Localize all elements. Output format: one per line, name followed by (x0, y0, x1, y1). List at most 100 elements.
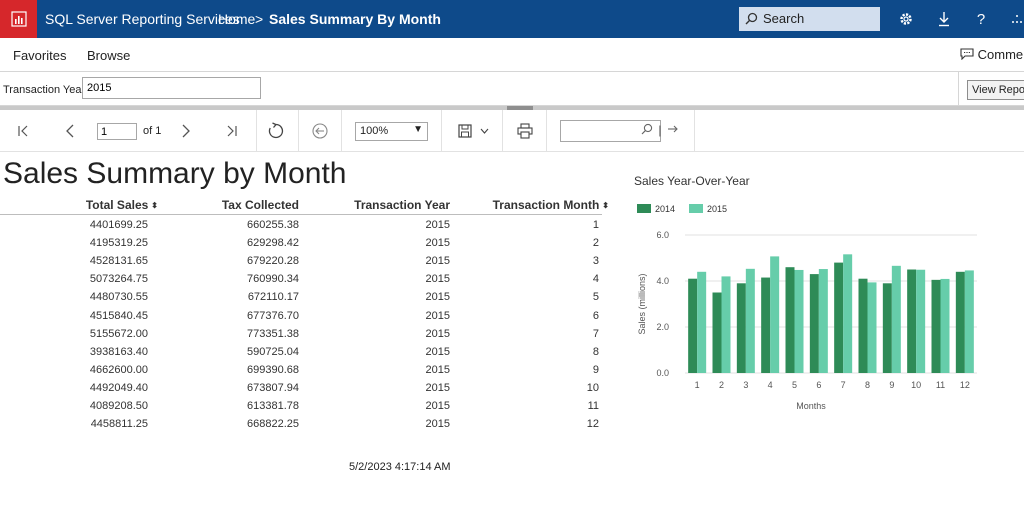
table-cell: 668822.25 (247, 418, 299, 431)
table-cell: 5073264.75 (89, 273, 148, 286)
table-cell: 679220.28 (247, 255, 299, 268)
column-header[interactable]: Transaction Month ⬍ (492, 198, 609, 212)
sort-icon[interactable]: ⬍ (151, 201, 158, 210)
toolbar-divider (341, 110, 342, 152)
table-cell: 4458811.25 (90, 418, 148, 431)
table-cell: 2015 (425, 219, 450, 231)
table-cell: 629298.42 (247, 237, 299, 250)
search-input[interactable]: Search (739, 7, 880, 31)
more-icon[interactable] (1007, 9, 1024, 29)
x-tick-label: 7 (841, 380, 846, 390)
chevron-down-icon: ▼ (413, 124, 423, 135)
transaction-year-input[interactable] (82, 77, 261, 99)
bar-2015-11 (940, 278, 950, 373)
table-cell: 2015 (425, 345, 450, 358)
table-cell: 2015 (425, 291, 450, 304)
nav-browse[interactable]: Browse (87, 48, 131, 63)
bar-2014-2 (712, 292, 722, 373)
find-text-input[interactable] (560, 120, 661, 142)
find-next-icon[interactable] (667, 124, 679, 134)
table-cell: 5155672.00 (89, 327, 148, 340)
bar-2015-1 (697, 271, 707, 373)
table-cell: 8 (592, 345, 599, 358)
breadcrumb-home[interactable]: Home (218, 11, 256, 27)
breadcrumb-separator: > (255, 11, 264, 27)
bar-2015-5 (794, 269, 804, 373)
x-tick-label: 8 (865, 380, 870, 390)
legend-swatch (689, 204, 703, 213)
table-cell: 699390.68 (247, 363, 299, 376)
table-cell: 4195319.25 (89, 237, 148, 250)
bar-2014-6 (809, 274, 819, 373)
comments-button[interactable]: Comments (960, 47, 1024, 62)
first-page-icon[interactable] (13, 121, 33, 141)
refresh-icon[interactable] (266, 121, 286, 141)
bar-2014-5 (785, 267, 795, 373)
bar-2015-9 (891, 265, 901, 373)
table-cell: 2015 (425, 381, 450, 394)
print-icon[interactable] (515, 121, 535, 141)
help-icon[interactable]: ? (976, 10, 986, 28)
toolbar-divider (256, 110, 257, 152)
transaction-year-label: Transaction Year: (3, 84, 89, 96)
ssrs-logo-icon[interactable] (0, 0, 37, 38)
view-report-area: View Report (958, 72, 1024, 106)
search-icon[interactable] (641, 123, 653, 135)
zoom-select[interactable]: 100% ▼ (355, 122, 428, 141)
y-tick-label: 4.0 (656, 276, 669, 286)
next-page-icon[interactable] (176, 121, 196, 141)
table-cell: 4515840.45 (89, 309, 148, 322)
gear-icon[interactable] (896, 9, 916, 29)
view-report-button[interactable]: View Report (967, 80, 1024, 100)
comments-label: Comments (977, 47, 1024, 62)
download-icon[interactable] (934, 9, 954, 29)
chevron-down-icon[interactable] (474, 121, 494, 141)
x-tick-label: 1 (695, 380, 700, 390)
x-tick-label: 6 (816, 380, 821, 390)
execution-timestamp: 5/2/2023 4:17:14 AM (349, 461, 451, 473)
splitter-handle[interactable] (507, 106, 533, 110)
table-cell: 4492049.40 (89, 381, 148, 394)
column-header[interactable]: Total Sales ⬍ (85, 198, 158, 212)
x-tick-label: 4 (768, 380, 773, 390)
page-number-input[interactable] (97, 123, 137, 140)
bar-2014-4 (761, 277, 771, 373)
table-cell: 2015 (425, 400, 450, 412)
x-tick-label: 11 (936, 380, 945, 390)
app-title[interactable]: SQL Server Reporting Services (45, 11, 240, 27)
breadcrumb-current: Sales Summary By Month (269, 11, 441, 27)
table-cell: 4089208.50 (89, 400, 148, 412)
table-cell: 613381.78 (247, 400, 299, 412)
back-to-parent-icon[interactable] (310, 121, 330, 141)
page-count-label: of 1 (143, 125, 162, 137)
toolbar-divider (546, 110, 547, 152)
top-bar: SQL Server Reporting Services Home > Sal… (0, 0, 1024, 38)
sort-icon[interactable]: ⬍ (602, 201, 609, 210)
y-tick-label: 0.0 (656, 368, 669, 378)
y-tick-label: 2.0 (656, 322, 669, 332)
x-tick-label: 10 (911, 380, 921, 390)
report-title: Sales Summary by Month (3, 157, 347, 190)
bar-2015-3 (745, 268, 755, 373)
table-cell: 2015 (425, 363, 450, 376)
zoom-value: 100% (360, 125, 389, 137)
toolbar-divider (694, 110, 695, 152)
table-cell: 2015 (425, 237, 450, 250)
toolbar-divider (441, 110, 442, 152)
bar-2015-10 (916, 269, 926, 373)
parameters-pane: Transaction Year: View Report (0, 72, 1024, 106)
table-cell: 673807.94 (247, 381, 299, 394)
bar-2015-2 (721, 276, 731, 373)
save-export-icon[interactable] (455, 121, 475, 141)
bar-2014-9 (882, 283, 892, 373)
y-axis-label: Sales (millions) (637, 273, 647, 334)
last-page-icon[interactable] (222, 121, 242, 141)
table-cell: 2015 (425, 309, 450, 322)
table-cell: 10 (586, 381, 599, 394)
table-cell: 2 (592, 237, 599, 250)
previous-page-icon[interactable] (60, 121, 80, 141)
report-toolbar: of 1 100% ▼ | (0, 110, 1024, 152)
table-cell: 3938163.40 (89, 345, 148, 358)
nav-favorites[interactable]: Favorites (13, 48, 67, 63)
